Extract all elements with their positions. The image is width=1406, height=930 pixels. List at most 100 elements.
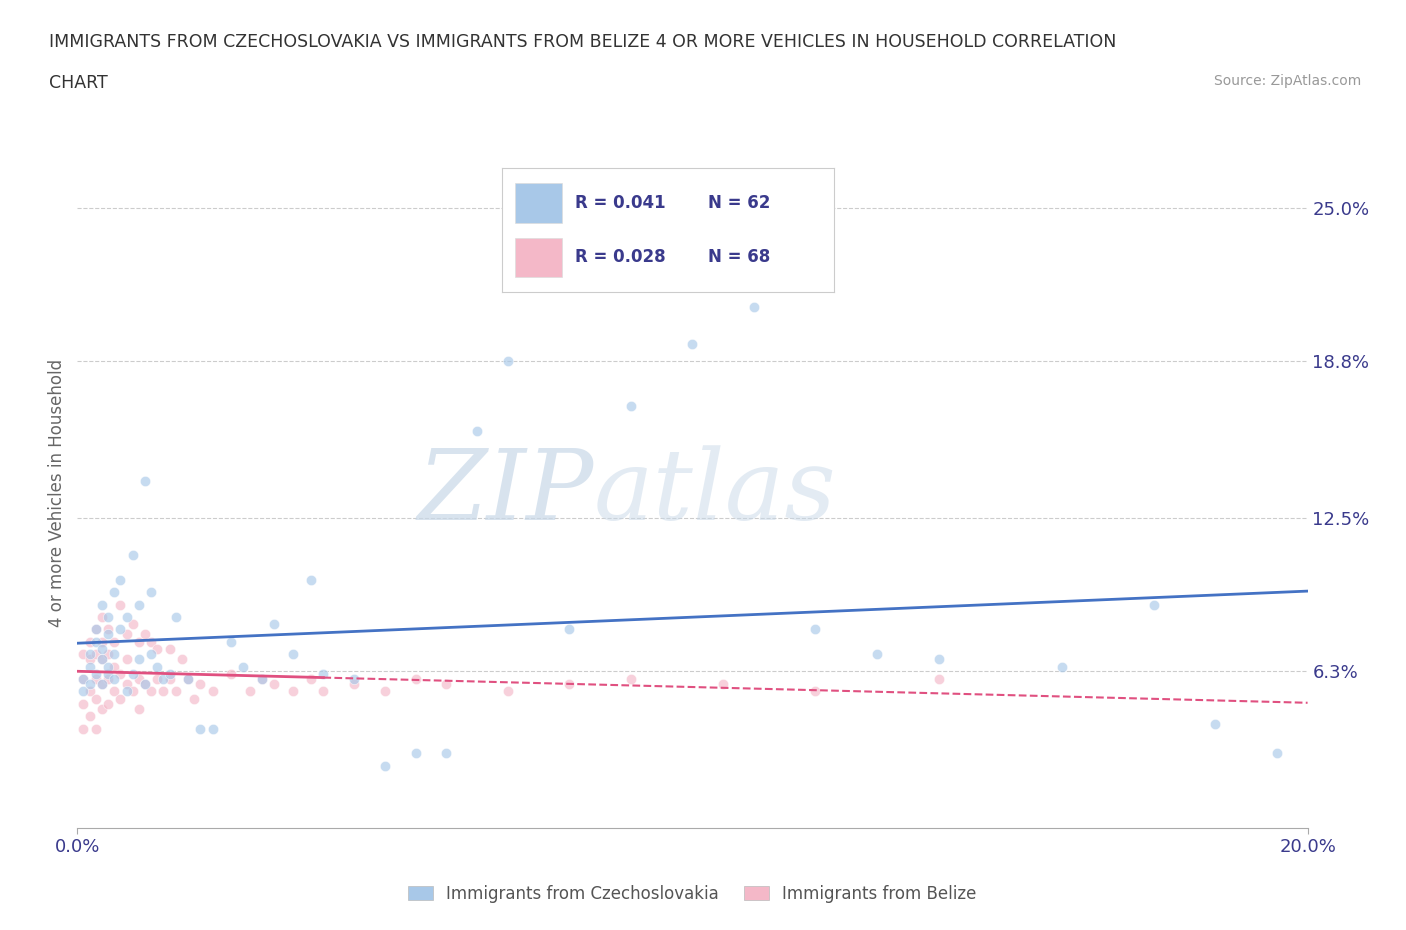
Point: [299, 572, 322, 587]
Point: [201, 721, 224, 736]
Legend: Immigrants from Czechoslovakia, Immigrants from Belize: Immigrants from Czechoslovakia, Immigran…: [408, 885, 977, 903]
Point: [103, 585, 125, 600]
Text: ZIP: ZIP: [418, 445, 595, 540]
Point: [72, 684, 94, 698]
Point: [84, 721, 107, 736]
Point: [79, 684, 101, 698]
Text: IMMIGRANTS FROM CZECHOSLOVAKIA VS IMMIGRANTS FROM BELIZE 4 OR MORE VEHICLES IN H: IMMIGRANTS FROM CZECHOSLOVAKIA VS IMMIGR…: [49, 33, 1116, 50]
Point: [141, 585, 163, 600]
Point: [103, 646, 125, 661]
Point: [496, 354, 519, 369]
Text: atlas: atlas: [595, 445, 837, 540]
Point: [110, 691, 132, 706]
Point: [97, 667, 120, 682]
Point: [281, 684, 304, 698]
Point: [177, 671, 200, 686]
Point: [299, 671, 322, 686]
Point: [72, 646, 94, 661]
Point: [90, 676, 114, 691]
Point: [79, 676, 101, 691]
Point: [90, 701, 114, 716]
Text: Source: ZipAtlas.com: Source: ZipAtlas.com: [1213, 74, 1361, 88]
Point: [436, 676, 458, 691]
Point: [250, 671, 273, 686]
Point: [97, 627, 120, 642]
Point: [165, 684, 187, 698]
Point: [84, 646, 107, 661]
Point: [250, 671, 273, 686]
Point: [343, 671, 366, 686]
Point: [141, 634, 163, 649]
Point: [110, 622, 132, 637]
Point: [1050, 659, 1073, 674]
Point: [146, 659, 169, 674]
Point: [84, 691, 107, 706]
Point: [620, 399, 643, 414]
Point: [110, 572, 132, 587]
Point: [90, 652, 114, 667]
Point: [682, 337, 704, 352]
Point: [141, 646, 163, 661]
Point: [239, 684, 262, 698]
Point: [159, 667, 181, 682]
Point: [128, 652, 150, 667]
Point: [134, 676, 156, 691]
Point: [84, 667, 107, 682]
Point: [188, 676, 212, 691]
Point: [97, 697, 120, 711]
Point: [436, 746, 458, 761]
Point: [79, 659, 101, 674]
Point: [79, 652, 101, 667]
Point: [804, 622, 827, 637]
Point: [121, 617, 143, 631]
Point: [121, 548, 143, 563]
Point: [405, 671, 427, 686]
Point: [312, 684, 335, 698]
Point: [1143, 597, 1166, 612]
Point: [1204, 716, 1226, 731]
Point: [90, 597, 114, 612]
Point: [103, 634, 125, 649]
Y-axis label: 4 or more Vehicles in Household: 4 or more Vehicles in Household: [48, 359, 66, 627]
Point: [115, 676, 138, 691]
Point: [374, 758, 396, 773]
Point: [79, 634, 101, 649]
Point: [159, 642, 181, 657]
Point: [90, 634, 114, 649]
Point: [263, 676, 285, 691]
Point: [146, 642, 169, 657]
Point: [90, 609, 114, 624]
Point: [97, 659, 120, 674]
Point: [496, 684, 519, 698]
Point: [866, 646, 889, 661]
Point: [79, 709, 101, 724]
Point: [72, 697, 94, 711]
Point: [72, 671, 94, 686]
Point: [188, 721, 212, 736]
Point: [1265, 746, 1288, 761]
Point: [128, 701, 150, 716]
Point: [115, 627, 138, 642]
Point: [103, 659, 125, 674]
Point: [121, 667, 143, 682]
Point: [115, 609, 138, 624]
Point: [84, 622, 107, 637]
Point: [134, 473, 156, 488]
Point: [219, 667, 242, 682]
Point: [134, 627, 156, 642]
Point: [219, 634, 242, 649]
Point: [110, 597, 132, 612]
Point: [121, 684, 143, 698]
Point: [72, 721, 94, 736]
Point: [110, 667, 132, 682]
Point: [201, 684, 224, 698]
Point: [128, 597, 150, 612]
Point: [558, 676, 581, 691]
Point: [263, 617, 285, 631]
Point: [128, 634, 150, 649]
Point: [177, 671, 200, 686]
Text: CHART: CHART: [49, 74, 108, 92]
Point: [84, 634, 107, 649]
Point: [159, 671, 181, 686]
Point: [281, 646, 304, 661]
